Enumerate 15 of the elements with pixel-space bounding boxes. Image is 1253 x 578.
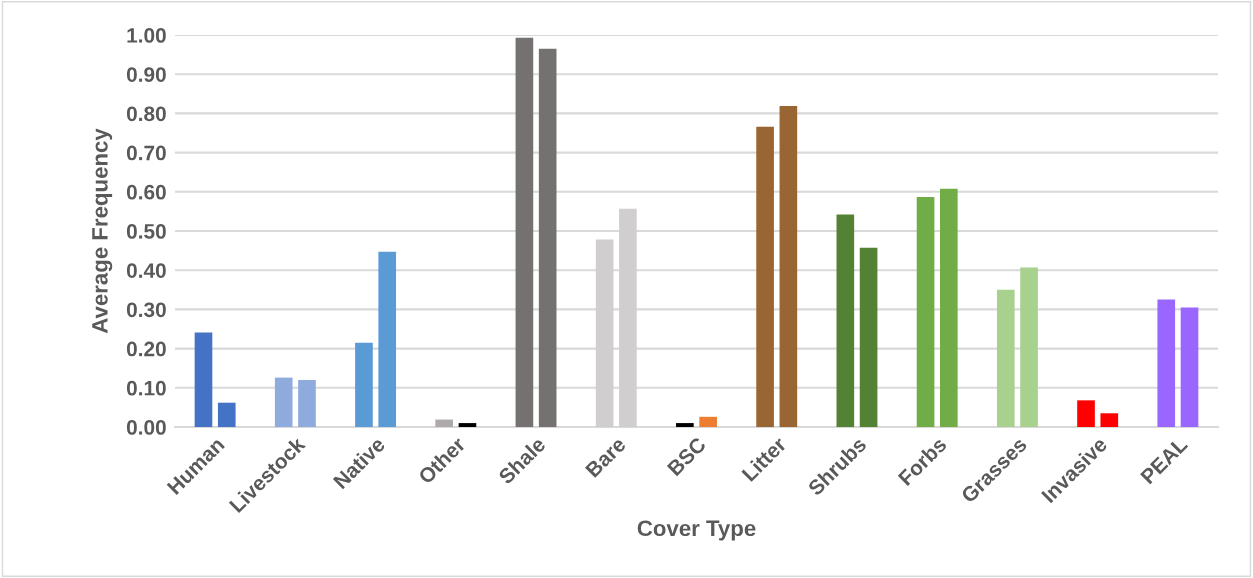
x-axis-title: Cover Type (637, 520, 756, 541)
bar (699, 416, 717, 427)
y-tick-label: 0.60 (126, 184, 166, 200)
y-tick-label: 1.00 (127, 28, 166, 43)
bar (435, 419, 453, 427)
y-tick-label: 0.70 (126, 145, 166, 161)
y-tick-label: 0.10 (126, 380, 166, 396)
y-tick-label: 0.40 (126, 263, 166, 278)
y-tick-label: 0.50 (126, 224, 166, 239)
y-tick-label: 0.00 (126, 420, 166, 435)
y-axis-title: Average Frequency (92, 128, 113, 334)
y-tick-label: 0.20 (126, 341, 166, 357)
y-tick-label: 0.90 (126, 67, 166, 82)
y-tick-label: 0.30 (126, 302, 166, 318)
y-tick-label: 0.80 (126, 106, 166, 122)
